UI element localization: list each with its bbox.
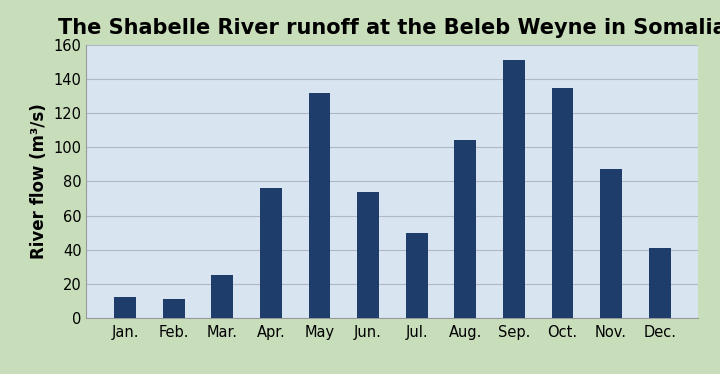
Bar	[260, 188, 282, 318]
Bar	[649, 248, 670, 318]
Bar	[163, 299, 184, 318]
Bar	[212, 275, 233, 318]
Bar	[357, 191, 379, 318]
Bar	[552, 88, 573, 318]
Bar	[454, 141, 476, 318]
Bar	[309, 93, 330, 318]
Bar	[503, 60, 525, 318]
Title: The Shabelle River runoff at the Beleb Weyne in Somalia: The Shabelle River runoff at the Beleb W…	[58, 18, 720, 38]
Bar	[600, 169, 622, 318]
Y-axis label: River flow (m³/s): River flow (m³/s)	[30, 104, 48, 259]
Bar	[114, 297, 136, 318]
Bar	[406, 233, 428, 318]
